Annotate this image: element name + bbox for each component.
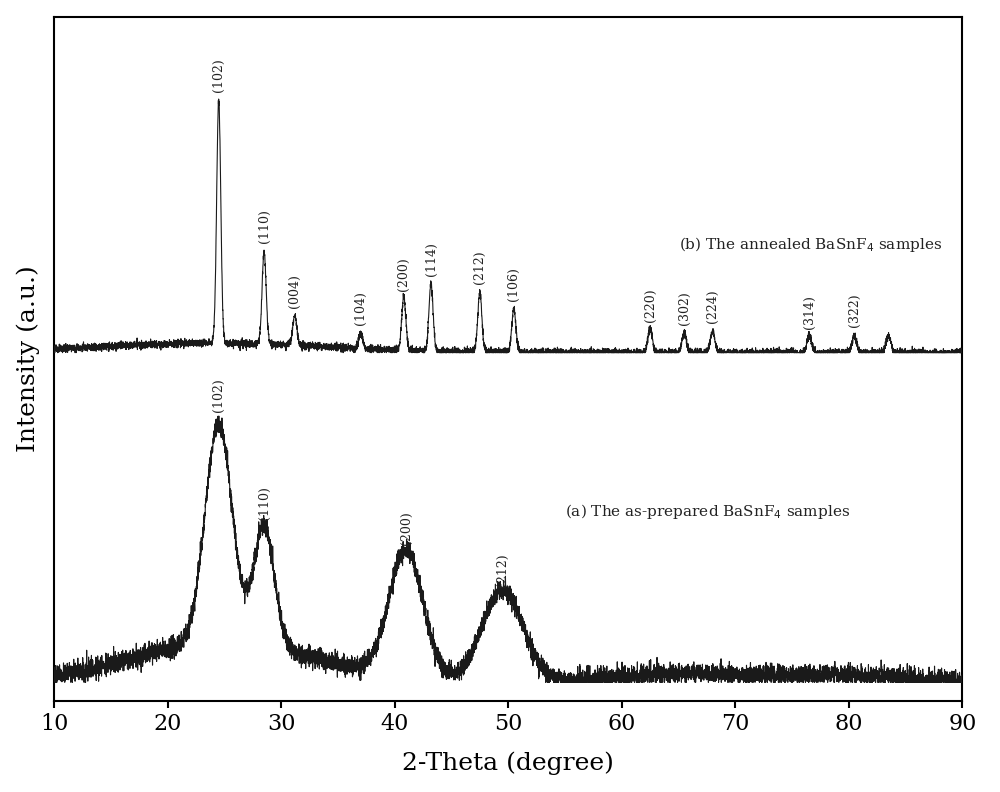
Text: (102): (102) — [212, 58, 225, 92]
Text: (220): (220) — [644, 288, 657, 322]
Text: (322): (322) — [848, 294, 861, 327]
Text: (114): (114) — [425, 242, 438, 276]
Text: (314): (314) — [803, 295, 816, 329]
Text: (102): (102) — [212, 378, 225, 412]
Text: (110): (110) — [258, 209, 271, 243]
Text: (b) The annealed BaSnF$_4$ samples: (b) The annealed BaSnF$_4$ samples — [679, 235, 942, 254]
Text: (200): (200) — [400, 511, 413, 545]
Text: (224): (224) — [706, 289, 719, 323]
Text: (106): (106) — [507, 267, 520, 301]
X-axis label: 2-Theta (degree): 2-Theta (degree) — [402, 752, 614, 775]
Text: (104): (104) — [354, 291, 367, 325]
Text: (004): (004) — [288, 274, 301, 308]
Text: (212): (212) — [496, 553, 509, 587]
Y-axis label: Intensity (a.u.): Intensity (a.u.) — [17, 265, 40, 452]
Text: (a) The as-prepared BaSnF$_4$ samples: (a) The as-prepared BaSnF$_4$ samples — [565, 501, 850, 520]
Text: (110): (110) — [258, 486, 271, 520]
Text: (200): (200) — [397, 257, 410, 291]
Text: (302): (302) — [678, 291, 691, 326]
Text: (212): (212) — [473, 250, 486, 284]
